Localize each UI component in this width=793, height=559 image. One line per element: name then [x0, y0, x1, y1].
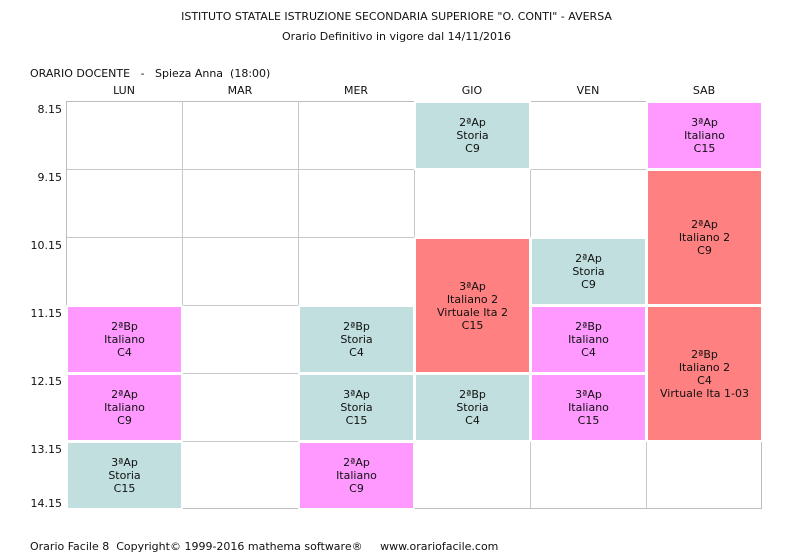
extra-label: Virtuale Ita 1-03	[660, 386, 749, 400]
subject-label: Italiano 2	[446, 292, 499, 306]
class-label: 2ªAp	[459, 116, 486, 129]
timetable-grid: 2ªAp Storia C9 3ªAp Italiano C15 2ªAp Italiano …	[66, 101, 763, 510]
room-label: C4	[581, 346, 596, 359]
subject-label: Italiano	[104, 333, 145, 346]
room-label: C9	[117, 414, 132, 427]
lesson-cell[interactable]: 3ªAp Italiano C15	[646, 101, 763, 170]
class-label: 2ªBp	[343, 320, 370, 333]
time-label: 10.15	[30, 239, 63, 252]
subject-label: Italiano	[568, 333, 609, 346]
class-label: 2ªAp	[111, 388, 138, 401]
room-label: C4	[349, 346, 364, 359]
day-header-mer: MER	[343, 84, 369, 97]
day-header-lun: LUN	[113, 84, 135, 97]
lesson-cell[interactable]: 2ªBp Italiano C4	[530, 305, 647, 374]
lesson-cell[interactable]: 2ªAp Storia C9	[414, 101, 531, 170]
day-header-gio: GIO	[461, 84, 483, 97]
lesson-cell[interactable]: 3ªAp Italiano 2 Virtuale Ita 2 C15	[414, 237, 531, 374]
lesson-cell[interactable]: 3ªAp Italiano C15	[530, 373, 647, 442]
time-label: 11.15	[30, 307, 63, 320]
room-label: C4	[117, 346, 132, 359]
room-label: C4	[465, 414, 480, 427]
time-label: 12.15	[30, 375, 63, 388]
class-label: 3ªAp	[111, 456, 138, 469]
lesson-cell[interactable]: 3ªAp Storia C15	[66, 441, 183, 510]
subject-label: Italiano 2	[678, 231, 731, 244]
subject-label: Italiano	[568, 401, 609, 414]
subject-label: Storia	[572, 265, 605, 278]
day-header-mar: MAR	[227, 84, 253, 97]
subject-label: Italiano	[336, 469, 377, 482]
lesson-cell[interactable]: 2ªAp Italiano 2 C9	[646, 169, 763, 306]
extra-label: C15	[461, 318, 484, 332]
lesson-cell[interactable]: 3ªAp Storia C15	[298, 373, 415, 442]
teacher-label: ORARIO DOCENTE - Spieza Anna (18:00)	[30, 67, 271, 80]
lesson-cell[interactable]: 2ªAp Italiano C9	[298, 441, 415, 510]
day-header-sab: SAB	[692, 84, 716, 97]
room-label: C4	[697, 373, 712, 387]
class-label: 3ªAp	[343, 388, 370, 401]
lesson-cell[interactable]: 2ªAp Italiano C9	[66, 373, 183, 442]
room-label: C9	[697, 244, 712, 257]
room-label: Virtuale Ita 2	[436, 305, 508, 319]
footer-copyright: Orario Facile 8 Copyright© 1999-2016 mat…	[30, 540, 499, 553]
subject-label: Storia	[340, 401, 373, 414]
class-label: 2ªAp	[575, 252, 602, 265]
subject-label: Storia	[108, 469, 141, 482]
subject-label: Storia	[456, 129, 489, 142]
time-label: 9.15	[37, 171, 63, 184]
subject-label: Italiano 2	[678, 360, 731, 374]
room-label: C9	[465, 142, 480, 155]
time-label: 8.15	[37, 103, 63, 116]
class-label: 3ªAp	[691, 116, 718, 129]
subject-label: Storia	[340, 333, 373, 346]
school-title: ISTITUTO STATALE ISTRUZIONE SECONDARIA S…	[181, 10, 612, 23]
time-label: 13.15	[30, 443, 63, 456]
class-label: 3ªAp	[459, 279, 486, 293]
class-label: 2ªBp	[111, 320, 138, 333]
class-label: 2ªAp	[691, 218, 718, 231]
room-label: C15	[693, 142, 716, 155]
room-label: C9	[581, 278, 596, 291]
lesson-cell[interactable]: 2ªBp Storia C4	[298, 305, 415, 374]
subject-label: Italiano	[104, 401, 145, 414]
class-label: 2ªBp	[575, 320, 602, 333]
time-label: 14.15	[30, 497, 63, 510]
subject-label: Storia	[456, 401, 489, 414]
schedule-subtitle: Orario Definitivo in vigore dal 14/11/20…	[281, 30, 512, 43]
lesson-cell[interactable]: 2ªBp Italiano C4	[66, 305, 183, 374]
room-label: C15	[113, 482, 136, 495]
class-label: 2ªBp	[459, 388, 486, 401]
room-label: C15	[345, 414, 368, 427]
class-label: 2ªBp	[691, 347, 718, 361]
class-label: 2ªAp	[343, 456, 370, 469]
room-label: C15	[577, 414, 600, 427]
lesson-cell[interactable]: 2ªBp Italiano 2 C4 Virtuale Ita 1-03	[646, 305, 763, 442]
day-header-ven: VEN	[576, 84, 600, 97]
subject-label: Italiano	[684, 129, 725, 142]
lesson-cell[interactable]: 2ªBp Storia C4	[414, 373, 531, 442]
lesson-cell[interactable]: 2ªAp Storia C9	[530, 237, 647, 306]
class-label: 3ªAp	[575, 388, 602, 401]
room-label: C9	[349, 482, 364, 495]
